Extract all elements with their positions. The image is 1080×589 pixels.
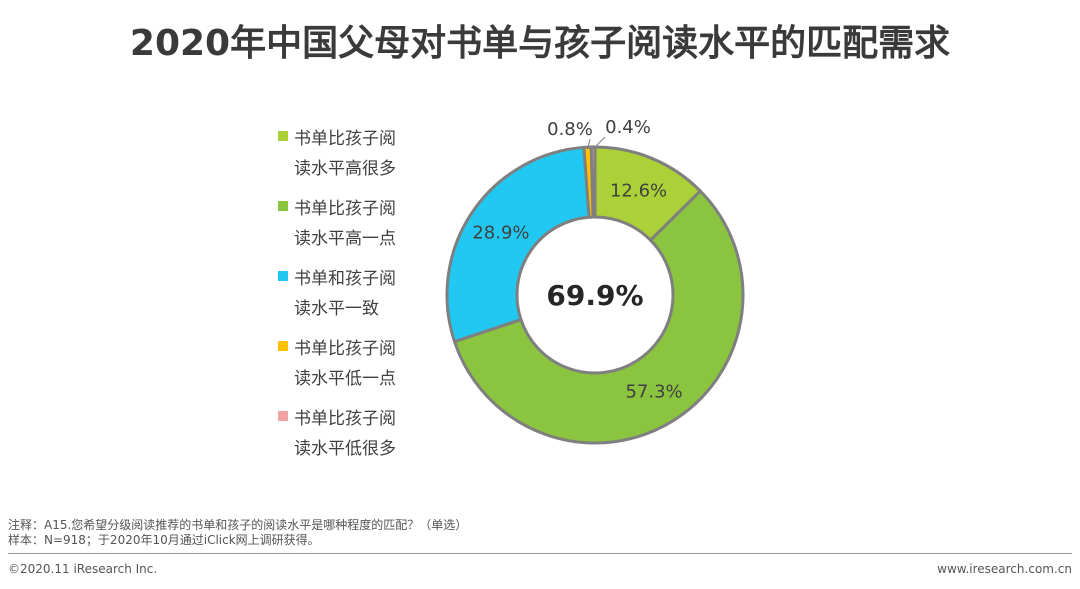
legend-label: 读水平高很多 [294, 159, 396, 179]
donut-slice [453, 189, 745, 445]
donut-chart: 12.6% 57.3% 28.9% 0.8% 0.4% 69.9% [445, 117, 745, 445]
data-label: 0.8% [547, 119, 593, 140]
footnotes: 注释：A15.您希望分级阅读推荐的书单和孩子的阅读水平是哪种程度的匹配？（单选）… [8, 518, 467, 548]
leader-line [592, 136, 606, 150]
legend-swatch [278, 201, 288, 211]
legend-label: 书单比孩子阅 [294, 129, 396, 149]
center-label: 69.9% [546, 279, 643, 312]
data-label: 12.6% [610, 181, 667, 202]
copyright-text: ©2020.11 iResearch Inc. [8, 562, 158, 576]
donut-slice [445, 145, 591, 344]
website-link[interactable]: www.iresearch.com.cn [937, 562, 1072, 576]
legend-label: 读水平低很多 [294, 439, 396, 459]
data-label: 0.4% [605, 117, 651, 138]
data-label: 57.3% [625, 381, 682, 402]
legend-label: 读水平高一点 [294, 229, 396, 249]
legend-swatch [278, 341, 288, 351]
legend-swatch [278, 131, 288, 141]
legend-label: 书单和孩子阅 [294, 269, 396, 289]
leader-line [587, 138, 591, 150]
legend-label: 书单比孩子阅 [294, 339, 396, 359]
legend-label: 书单比孩子阅 [294, 199, 396, 219]
chart-title: 2020年中国父母对书单与孩子阅读水平的匹配需求 [129, 23, 951, 64]
legend-swatch [278, 411, 288, 421]
donut-slice [589, 145, 597, 219]
legend-label: 读水平一致 [294, 299, 379, 319]
legend-label: 书单比孩子阅 [294, 409, 396, 429]
sample-text: 样本：N=918；于2020年10月通过iClick网上调研获得。 [8, 533, 320, 547]
legend-swatch [278, 271, 288, 281]
data-label: 28.9% [472, 222, 529, 243]
legend-label: 读水平低一点 [294, 369, 396, 389]
footer-divider [8, 553, 1072, 554]
note-text: 注释：A15.您希望分级阅读推荐的书单和孩子的阅读水平是哪种程度的匹配？（单选） [8, 518, 468, 532]
